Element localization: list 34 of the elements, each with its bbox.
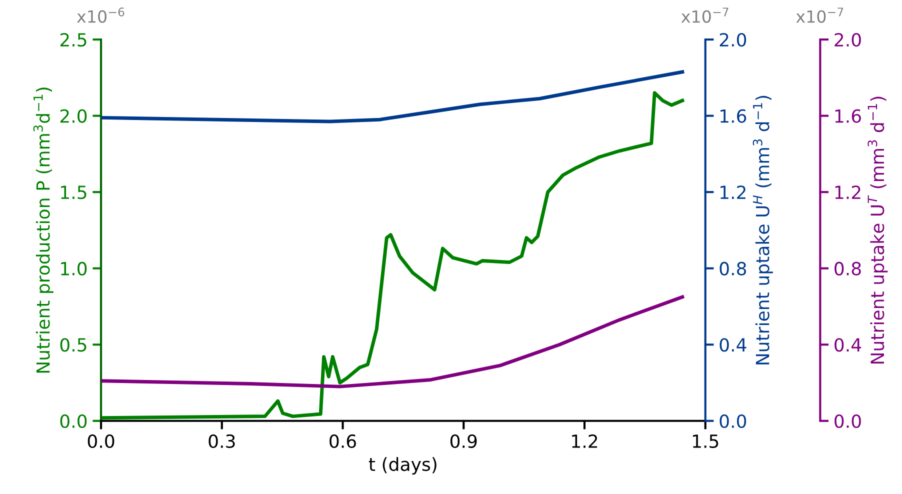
y3-tick-label: 0.0 [834,414,861,428]
y3-tick-label: 0.8 [834,262,861,276]
x-tick-label: 1.2 [572,434,598,448]
x-axis-title: t (days) [368,457,436,475]
line-series [101,91,684,420]
y2-tick-label: 2.0 [720,32,746,47]
y2-tick-label: 0.4 [720,338,746,352]
y2-axis-title: Nutrient uptake U$^{H}$ (mm$^{3}$ d$^{−1}$) [752,96,773,364]
x-tick-label: 0.6 [330,434,356,448]
y-tick-label: 2.0 [60,109,87,123]
line-series [101,70,684,124]
y3-tick-label: 0.4 [834,338,862,352]
y3-tick-label: 2.0 [834,32,861,47]
text: x10$^{−6}$ [77,8,124,23]
y2-tick-label: 0.8 [720,262,746,276]
text: x10$^{−7}$ [681,8,728,23]
y3-tick-label: 1.2 [835,186,860,199]
text: x10$^{−7}$ [796,8,844,23]
y2-tick-label: 0.0 [720,414,746,428]
y-tick-label: 1.5 [61,186,86,200]
y-tick-label: 0.5 [60,338,86,352]
x-tick-label: 1.5 [692,434,718,448]
y3-axis-title: Nutrient uptake U$^{T}$ (mm$^{3}$ d$^{−1}$) [868,96,888,364]
y-tick-label: 2.5 [60,32,86,47]
y2-tick-label: 1.6 [720,109,746,123]
y-tick-label: 0.0 [60,414,87,428]
x-tick-label: 0.0 [88,434,114,448]
x-tick-label: 0.3 [208,434,235,448]
y-axis-title: Nutrient production P (mm$^{3}$d$^{−1}$) [33,88,54,373]
y2-tick-label: 1.2 [720,186,746,199]
x-tick-label: 0.9 [450,434,477,448]
line-series [101,295,684,388]
y3-tick-label: 1.6 [835,109,861,123]
y-tick-label: 1.0 [61,262,87,276]
